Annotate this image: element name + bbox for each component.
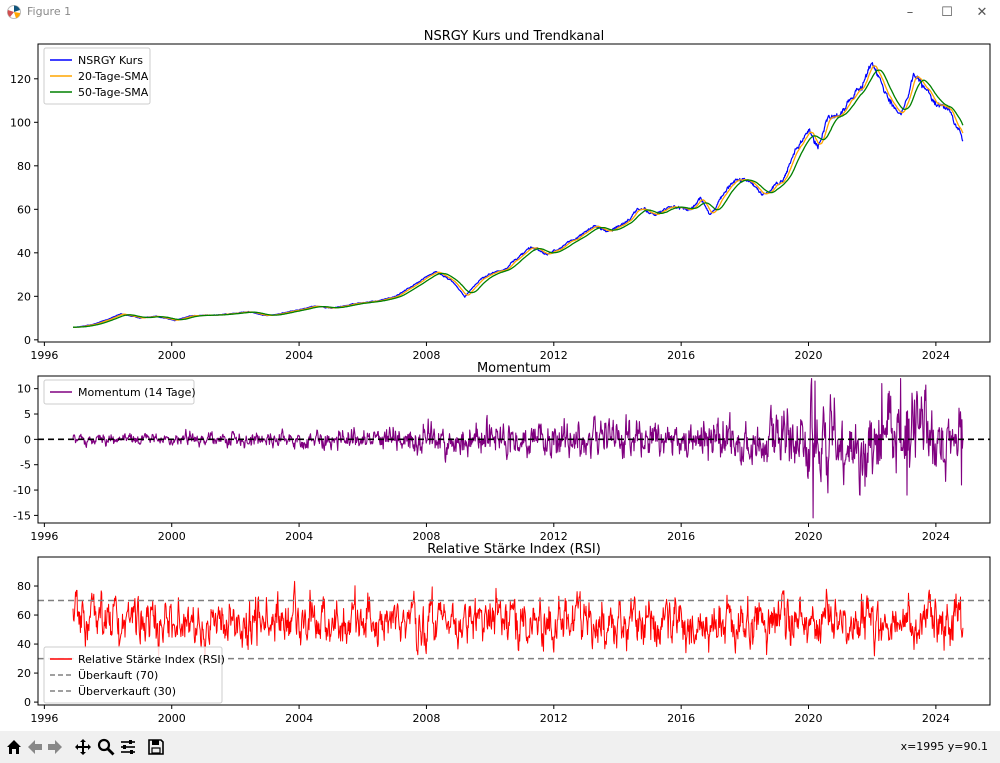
y-tick-label: 5 [24, 408, 31, 421]
x-tick-label: 2024 [922, 712, 950, 725]
legend-label: Überkauft (70) [78, 669, 158, 682]
forward-arrow-icon [48, 740, 62, 754]
x-tick-label: 2012 [540, 712, 568, 725]
y-tick-label: 0 [24, 696, 31, 709]
x-tick-label: 2024 [922, 530, 950, 543]
maximize-button[interactable]: ☐ [941, 4, 953, 20]
window-titlebar: Figure 1 – ☐ ✕ [0, 0, 1000, 24]
legend-label: Überverkauft (30) [78, 685, 176, 698]
x-tick-label: 2020 [795, 530, 823, 543]
y-tick-label: 0 [24, 334, 31, 347]
x-tick-label: 2008 [412, 349, 440, 362]
legend-label: 20-Tage-SMA [78, 70, 149, 83]
legend-label: Momentum (14 Tage) [78, 386, 196, 399]
legend-label: NSRGY Kurs [78, 54, 143, 67]
x-tick-label: 2024 [922, 349, 950, 362]
y-tick-label: 120 [10, 73, 31, 86]
y-tick-label: 40 [17, 247, 31, 260]
y-tick-label: 0 [24, 433, 31, 446]
x-tick-label: 2008 [412, 530, 440, 543]
matplotlib-logo-icon [7, 5, 21, 19]
x-tick-label: 1996 [30, 530, 58, 543]
x-tick-label: 2016 [667, 530, 695, 543]
x-tick-label: 2012 [540, 349, 568, 362]
y-tick-label: -10 [13, 484, 31, 497]
close-button[interactable]: ✕ [976, 4, 988, 20]
y-tick-label: -15 [13, 509, 31, 522]
chart-panel-3: Relative Stärke Index (RSI) 1996 2000 2004 2… [17, 542, 991, 725]
y-tick-label: 60 [17, 609, 31, 622]
save-button[interactable] [145, 736, 167, 758]
y-tick-label: -5 [20, 459, 31, 472]
chart-title: NSRGY Kurs und Trendkanal [424, 29, 604, 44]
minimize-button[interactable]: – [906, 4, 914, 20]
pan-icon [75, 739, 91, 755]
y-tick-label: 80 [17, 160, 31, 173]
series-line-50-tage-sma [72, 69, 964, 328]
x-tick-label: 2000 [158, 712, 186, 725]
y-tick-label: 60 [17, 203, 31, 216]
window-title: Figure 1 [27, 5, 72, 18]
legend-box [43, 646, 223, 704]
home-button[interactable] [3, 736, 25, 758]
chart-panel-2: Momentum 1996 2000 2004 2008 2012 2016 2020 2024… [13, 361, 991, 543]
x-tick-label: 2000 [158, 530, 186, 543]
y-tick-label: 80 [17, 580, 31, 593]
series-line-20-tage-sma [72, 65, 964, 328]
x-tick-label: 2004 [285, 530, 313, 543]
configure-button[interactable] [117, 736, 139, 758]
x-tick-label: 2000 [158, 349, 186, 362]
x-tick-label: 2012 [540, 530, 568, 543]
x-tick-label: 1996 [30, 349, 58, 362]
x-tick-label: 2008 [412, 712, 440, 725]
x-tick-label: 1996 [30, 712, 58, 725]
zoom-button[interactable] [95, 736, 117, 758]
series-line-momentum [72, 377, 964, 519]
chart-title: Momentum [477, 361, 551, 376]
save-icon [148, 739, 164, 755]
chart-title: Relative Stärke Index (RSI) [427, 542, 601, 557]
axes-frame [37, 375, 991, 524]
y-tick-label: 20 [17, 667, 31, 680]
y-tick-label: 20 [17, 290, 31, 303]
series-line-rsi [72, 580, 964, 658]
y-tick-label: 40 [17, 638, 31, 651]
legend-box [43, 47, 151, 105]
navigation-toolbar: x=1995 y=90.1 [0, 731, 1000, 763]
x-tick-label: 2004 [285, 712, 313, 725]
legend-label: Relative Stärke Index (RSI) [78, 653, 225, 666]
home-icon [7, 740, 21, 754]
configure-icon [121, 740, 135, 754]
x-tick-label: 2016 [667, 349, 695, 362]
x-tick-label: 2020 [795, 349, 823, 362]
zoom-icon [97, 738, 115, 756]
back-button[interactable] [24, 736, 46, 758]
legend-box [43, 379, 195, 405]
axes-frame [37, 556, 991, 706]
legend-label: 50-Tage-SMA [78, 86, 149, 99]
axes-frame [37, 43, 991, 343]
y-tick-label: 100 [10, 116, 31, 129]
y-tick-label: 10 [17, 383, 31, 396]
cursor-coordinates: x=1995 y=90.1 [900, 740, 988, 753]
x-tick-label: 2016 [667, 712, 695, 725]
series-line-nsrgy-kurs [72, 61, 964, 328]
pan-button[interactable] [72, 736, 94, 758]
back-arrow-icon [28, 740, 42, 754]
x-tick-label: 2004 [285, 349, 313, 362]
x-tick-label: 2020 [795, 712, 823, 725]
forward-button[interactable] [44, 736, 66, 758]
